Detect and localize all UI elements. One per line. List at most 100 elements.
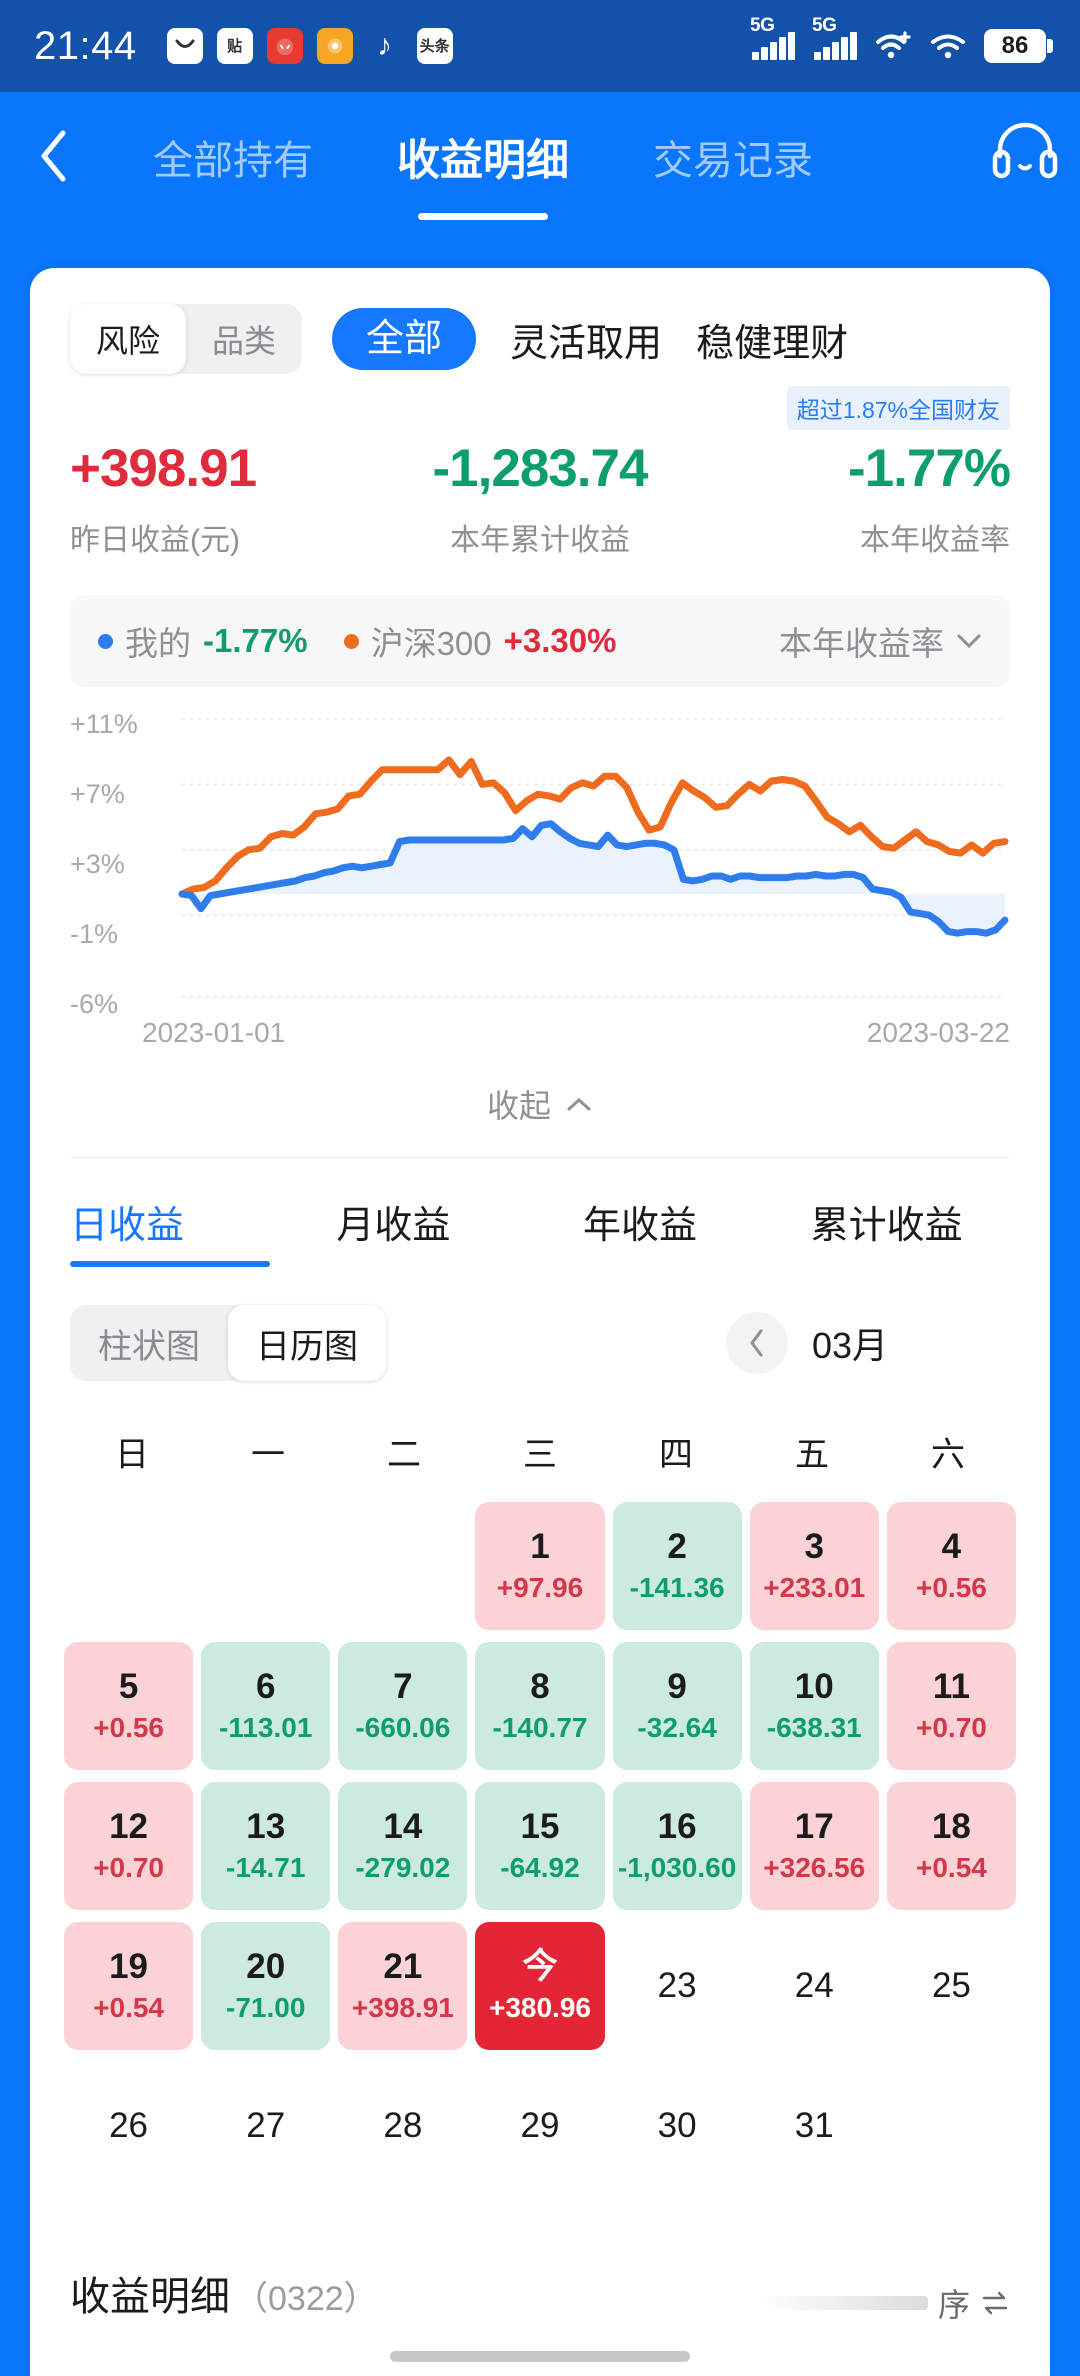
tieba-icon: 贴 bbox=[216, 28, 253, 64]
calendar-day-cell[interactable]: 13 -14.71 bbox=[201, 1782, 331, 1910]
calendar-day-cell[interactable]: 27 bbox=[201, 2062, 330, 2190]
headset-support-icon[interactable] bbox=[970, 114, 1080, 182]
calendar-day-cell[interactable]: 3 +233.01 bbox=[749, 1502, 879, 1630]
calendar-day-value: -14.71 bbox=[226, 1852, 306, 1884]
tab-cumulative-income[interactable]: 累计收益 bbox=[810, 1205, 963, 1247]
calendar-day-cell[interactable]: 1 +97.96 bbox=[475, 1502, 605, 1630]
calendar-day-value: +0.54 bbox=[93, 1992, 164, 2024]
tab-daily-income[interactable]: 日收益 bbox=[70, 1194, 270, 1267]
chart-metric-selector[interactable]: 本年收益率 bbox=[779, 617, 982, 665]
calendar-day-value: -141.36 bbox=[629, 1572, 725, 1604]
filter-pill-all[interactable]: 全部 bbox=[332, 308, 477, 370]
calendar-day-number: 20 bbox=[246, 1946, 286, 1986]
calendar-day-cell[interactable]: 4 +0.56 bbox=[886, 1502, 1016, 1630]
view-controls-row: 柱状图 日历图 03月 bbox=[30, 1267, 1050, 1381]
back-button[interactable] bbox=[0, 114, 108, 184]
calendar-day-number: 5 bbox=[118, 1666, 139, 1706]
calendar-weekday: 三 bbox=[523, 1436, 557, 1474]
xiaohongshu-icon bbox=[266, 28, 303, 64]
calendar-day-number: 21 bbox=[383, 1946, 423, 1986]
calendar-weekday: 六 bbox=[931, 1436, 965, 1474]
detail-subtitle: （0322） bbox=[234, 2280, 378, 2318]
messenger-icon bbox=[166, 28, 203, 64]
prev-month-button[interactable] bbox=[725, 1312, 788, 1374]
calendar-day-cell[interactable]: 30 bbox=[613, 2062, 742, 2190]
calendar-day-number: 13 bbox=[246, 1806, 286, 1846]
blurred-text-placeholder bbox=[757, 2296, 928, 2310]
seg-category[interactable]: 品类 bbox=[212, 323, 277, 359]
view-bar-chart[interactable]: 柱状图 bbox=[98, 1327, 200, 1366]
calendar-day-value: +0.56 bbox=[93, 1712, 164, 1744]
calendar-day-number: 8 bbox=[530, 1666, 550, 1706]
calendar-day-number: 12 bbox=[109, 1806, 149, 1846]
wifi-plus-icon bbox=[874, 31, 912, 61]
top-nav-bar: 全部持有 收益明细 交易记录 bbox=[0, 92, 1080, 260]
stat-ytd-rate: -1.77% 本年收益率 bbox=[697, 438, 1011, 559]
calendar-day-number: 24 bbox=[794, 1965, 834, 2005]
calendar-day-cell[interactable]: 25 bbox=[887, 1922, 1016, 2050]
x-label-start: 2023-01-01 bbox=[142, 1017, 286, 1048]
performance-chart[interactable]: +11% +7% +3% -1% -6% bbox=[70, 709, 1010, 1019]
calendar-day-cell[interactable]: 20 -71.00 bbox=[201, 1922, 331, 2050]
calendar-day-cell[interactable]: 9 -32.64 bbox=[612, 1642, 742, 1770]
tab-yearly-income[interactable]: 年收益 bbox=[583, 1205, 698, 1247]
calendar-day-cell[interactable]: 28 bbox=[338, 2062, 467, 2190]
calendar-day-cell[interactable]: 12 +0.70 bbox=[64, 1782, 194, 1910]
calendar-day-cell[interactable]: 17 +326.56 bbox=[749, 1782, 879, 1910]
filter-flexible-withdraw[interactable]: 灵活取用 bbox=[510, 322, 663, 365]
calendar-weekday: 日 bbox=[115, 1436, 149, 1474]
calendar-day-cell[interactable]: 24 bbox=[750, 1922, 879, 2050]
calendar-day-value: +380.96 bbox=[488, 1992, 591, 2024]
calendar-day-cell[interactable]: 23 bbox=[613, 1922, 742, 2050]
collapse-chart-button[interactable]: 收起 bbox=[30, 1049, 1050, 1157]
calendar-day-cell[interactable]: 31 bbox=[750, 2062, 879, 2190]
calendar-day-cell[interactable]: 19 +0.54 bbox=[64, 1922, 194, 2050]
y-tick-label: +11% bbox=[70, 709, 138, 739]
calendar-grid: 1 +97.96 2 -141.36 3 +233.01 4 +0.56 5 +0.56 6 -113… bbox=[64, 1502, 1016, 2190]
tab-all-holdings[interactable]: 全部持有 bbox=[153, 139, 313, 183]
calendar-day-number: 31 bbox=[794, 2105, 834, 2145]
calendar-day-cell[interactable]: 21 +398.91 bbox=[338, 1922, 468, 2050]
calendar-day-today[interactable]: 今 +380.96 bbox=[475, 1922, 605, 2050]
calendar-weekday-header: 日一二三四五六 bbox=[64, 1427, 1016, 1476]
calendar-day-cell[interactable]: 7 -660.06 bbox=[338, 1642, 468, 1770]
seg-risk[interactable]: 风险 bbox=[70, 304, 187, 374]
stat-yesterday-income: +398.91 昨日收益(元) bbox=[70, 438, 383, 559]
calendar-day-value: -660.06 bbox=[355, 1712, 451, 1744]
tab-monthly-income[interactable]: 月收益 bbox=[336, 1205, 451, 1247]
status-bar: 21:44 贴 ♪ 头条 5G 5G bbox=[0, 0, 1080, 92]
view-calendar-chart[interactable]: 日历图 bbox=[228, 1305, 386, 1381]
calendar-weekday: 四 bbox=[659, 1436, 693, 1474]
x-label-end: 2023-03-22 bbox=[866, 1017, 1010, 1048]
calendar-day-cell[interactable]: 5 +0.56 bbox=[64, 1642, 194, 1770]
calendar-day-cell[interactable]: 26 bbox=[64, 2062, 193, 2190]
calendar-day-cell[interactable]: 16 -1,030.60 bbox=[612, 1782, 742, 1910]
status-app-icons: 贴 ♪ 头条 bbox=[166, 28, 453, 64]
filter-steady-wealth[interactable]: 稳健理财 bbox=[696, 322, 849, 365]
calendar-day-number: 17 bbox=[794, 1806, 834, 1846]
y-tick-label: -1% bbox=[70, 919, 119, 949]
home-indicator bbox=[390, 2351, 690, 2362]
rank-badge: 超过1.87%全国财友 bbox=[786, 386, 1010, 430]
tab-income-detail[interactable]: 收益明细 bbox=[358, 114, 608, 200]
calendar-day-cell[interactable]: 15 -64.92 bbox=[475, 1782, 605, 1910]
status-time: 21:44 bbox=[34, 23, 137, 68]
status-right-icons: 5G 5G 86 bbox=[750, 15, 1053, 63]
nav-tabs: 全部持有 收益明细 交易记录 bbox=[108, 114, 970, 200]
calendar-day-cell[interactable]: 14 -279.02 bbox=[338, 1782, 468, 1910]
calendar-day-number: 29 bbox=[520, 2105, 560, 2145]
calendar-day-value: +326.56 bbox=[763, 1852, 866, 1884]
calendar-day-cell[interactable]: 2 -141.36 bbox=[612, 1502, 742, 1630]
tab-transaction-record[interactable]: 交易记录 bbox=[653, 139, 813, 183]
calendar-day-cell[interactable]: 11 +0.70 bbox=[886, 1642, 1016, 1770]
chevron-down-icon bbox=[957, 634, 981, 649]
calendar-day-cell[interactable]: 18 +0.54 bbox=[886, 1782, 1016, 1910]
calendar-day-cell[interactable]: 6 -113.01 bbox=[201, 1642, 331, 1770]
calendar-day-cell[interactable]: 8 -140.77 bbox=[475, 1642, 605, 1770]
calendar-day-cell[interactable]: 10 -638.31 bbox=[749, 1642, 879, 1770]
detail-sort-control[interactable]: 序 bbox=[757, 2280, 1010, 2326]
collapse-label: 收起 bbox=[486, 1088, 551, 1124]
stat-label: 本年累计收益 bbox=[449, 524, 630, 557]
calendar-day-cell[interactable]: 29 bbox=[475, 2062, 604, 2190]
calendar-day-value: -1,030.60 bbox=[617, 1852, 737, 1884]
